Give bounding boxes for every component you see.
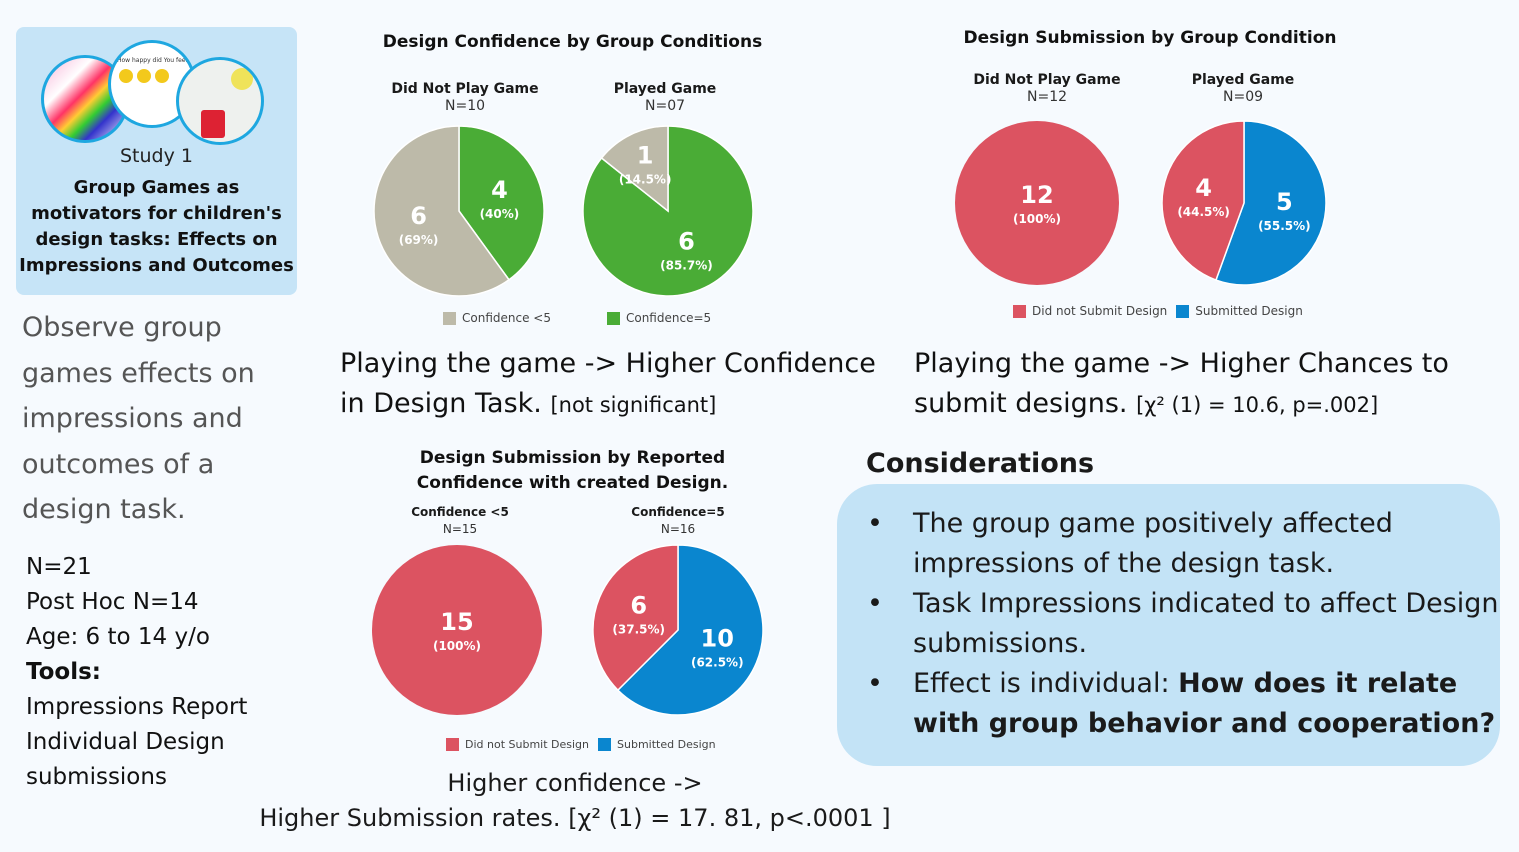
- pie-group-header: Played Game N=09: [1163, 72, 1323, 105]
- slice-value-label: 6: [630, 592, 647, 620]
- consideration-item: Effect is individual: How does it relate…: [867, 664, 1500, 744]
- pie-group-header: Did Not Play Game N=10: [380, 81, 550, 114]
- pie-label: Confidence=5: [631, 505, 725, 519]
- consideration-text: Effect is individual:: [913, 668, 1179, 699]
- objective-text: Observe group games effects on impressio…: [22, 312, 255, 525]
- legend-label: Did not Submit Design: [465, 738, 590, 751]
- pie-slice: [600, 125, 669, 213]
- legend: Did not Submit Design Submitted Design: [1013, 304, 1303, 318]
- legend-swatch: [606, 311, 620, 325]
- slice-percent-label: (40%): [480, 207, 520, 221]
- legend-swatch: [1013, 304, 1026, 318]
- caption-main: Playing the game -> Higher Confidence in…: [340, 348, 876, 419]
- pie-group-header: Did Not Play Game N=12: [962, 72, 1132, 105]
- pie-n: N=15: [442, 522, 478, 536]
- consideration-text: The group game positively affected impre…: [913, 508, 1393, 579]
- slice-percent-label: (62.5%): [691, 655, 744, 669]
- considerations-box: The group game positively affected impre…: [837, 484, 1500, 766]
- pie-label: Did Not Play Game: [391, 81, 539, 97]
- slice-value-label: 6: [678, 227, 695, 255]
- pie-slice: [373, 125, 511, 297]
- survey-text: How happy did You feel: [117, 57, 188, 64]
- study-facts: N=21 Post Hoc N=14 Age: 6 to 14 y/o Tool…: [26, 550, 247, 795]
- slice-value-label: 10: [701, 624, 734, 652]
- legend-label: Confidence=5: [625, 311, 712, 325]
- slice-value-label: 4: [1195, 174, 1212, 202]
- legend-label: Confidence <5: [462, 311, 551, 325]
- pie-group-header: Confidence=5 N=16: [608, 504, 748, 537]
- consideration-item: The group game positively affected impre…: [867, 504, 1500, 584]
- pie-n: N=12: [1026, 89, 1068, 105]
- chart-title: Design Confidence by Group Conditions: [382, 32, 763, 52]
- pie-label: Confidence <5: [411, 505, 509, 519]
- legend-swatch: [1176, 304, 1190, 318]
- pie-n: N=09: [1222, 89, 1264, 105]
- pie-n: N=16: [660, 522, 696, 536]
- pie-n: N=07: [644, 98, 686, 114]
- tool-item: Impressions Report: [26, 694, 248, 720]
- study-title: Group Games as motivators for children's…: [19, 177, 294, 276]
- pie-slice: [1214, 120, 1327, 286]
- study-card: How happy did You feel Study 1 Group Gam…: [16, 27, 297, 295]
- pie-slice: [372, 545, 542, 715]
- slice-value-label: 4: [491, 176, 508, 204]
- pie-group-header: Confidence <5 N=15: [390, 504, 530, 537]
- slice-value-label: 6: [410, 202, 427, 230]
- legend: Confidence <5 Confidence=5: [443, 311, 711, 325]
- tool-item: submissions: [26, 764, 167, 790]
- slice-value-label: 5: [1276, 188, 1293, 216]
- tools-label: Tools:: [26, 659, 102, 685]
- legend-label: Submitted Design: [617, 738, 716, 751]
- caption-stat: [not significant]: [550, 393, 717, 417]
- caption-stat: Higher Submission rates. [χ² (1) = 17. 8…: [259, 804, 891, 832]
- legend-swatch: [446, 738, 459, 751]
- slice-percent-label: (85.7%): [660, 258, 713, 272]
- pie-label: Did Not Play Game: [973, 72, 1121, 88]
- chart-title: Design Submission by Group Condition: [963, 28, 1337, 48]
- legend: Did not Submit Design Submitted Design: [446, 738, 716, 751]
- caption-stat: [χ² (1) = 10.6, p=.002]: [1136, 393, 1379, 417]
- pie-slice: [955, 121, 1119, 285]
- slice-percent-label: (44.5%): [1177, 205, 1230, 219]
- legend-swatch: [443, 311, 456, 325]
- slice-percent-label: (37.5%): [612, 623, 665, 637]
- chart-title: Design Submission by Reported Confidence…: [416, 448, 729, 493]
- pie-slice: [458, 125, 545, 281]
- age-range: Age: 6 to 14 y/o: [26, 624, 210, 650]
- slice-value-label: 15: [440, 608, 473, 636]
- pie-label: Played Game: [1191, 72, 1295, 88]
- tool-item: Individual Design: [26, 729, 225, 755]
- consideration-question: How does it relate with group behavior a…: [913, 668, 1496, 739]
- submission-caption: Playing the game -> Higher Chances to su…: [914, 344, 1514, 425]
- legend-swatch: [598, 738, 612, 751]
- pie-slice: [616, 544, 764, 716]
- consideration-item: Task Impressions indicated to affect Des…: [867, 584, 1500, 664]
- pie-label: Played Game: [613, 81, 717, 97]
- slice-value-label: 1: [637, 142, 654, 170]
- sample-size: N=21: [26, 554, 92, 580]
- design-drawings-photo: [176, 57, 264, 145]
- legend-label: Did not Submit Design: [1032, 304, 1168, 318]
- slice-percent-label: (100%): [1013, 212, 1061, 226]
- slice-percent-label: (55.5%): [1258, 219, 1311, 233]
- slice-percent-label: (14.5%): [619, 173, 672, 187]
- pie-n: N=10: [444, 98, 486, 114]
- study-label: Study 1: [120, 145, 193, 167]
- reported-caption: Higher confidence -> Higher Submission r…: [250, 766, 900, 836]
- pie-slice: [1161, 120, 1245, 282]
- post-hoc-size: Post Hoc N=14: [26, 589, 199, 615]
- legend-label: Submitted Design: [1195, 304, 1303, 318]
- slice-value-label: 12: [1020, 181, 1053, 209]
- pie-slice: [592, 544, 679, 692]
- considerations-heading: Considerations: [866, 448, 1095, 479]
- smiley-icons: [111, 64, 193, 87]
- pie-group-header: Played Game N=07: [585, 81, 745, 114]
- consideration-text: Task Impressions indicated to affect Des…: [913, 588, 1499, 659]
- slice-percent-label: (69%): [399, 233, 439, 247]
- caption-main: Playing the game -> Higher Chances to su…: [914, 348, 1449, 419]
- slice-percent-label: (100%): [433, 639, 481, 653]
- caption-main: Higher confidence ->: [447, 769, 703, 797]
- confidence-caption: Playing the game -> Higher Confidence in…: [340, 344, 880, 425]
